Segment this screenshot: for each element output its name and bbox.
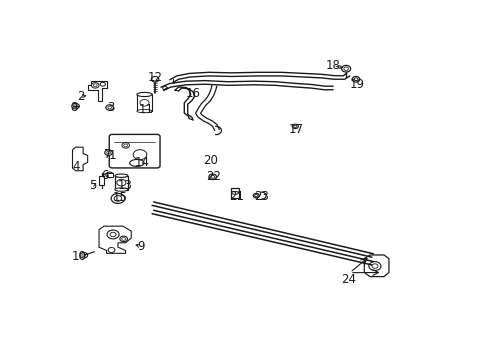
Circle shape <box>80 252 87 258</box>
Polygon shape <box>364 255 388 276</box>
Circle shape <box>93 84 97 87</box>
Circle shape <box>82 254 85 257</box>
Text: 11: 11 <box>139 103 154 116</box>
Bar <box>106 173 112 177</box>
Circle shape <box>110 232 116 237</box>
Text: 23: 23 <box>253 190 268 203</box>
Text: 7: 7 <box>103 148 111 161</box>
Circle shape <box>111 193 124 203</box>
Text: 15: 15 <box>112 192 127 204</box>
Circle shape <box>100 82 105 86</box>
Circle shape <box>163 86 167 90</box>
Text: 22: 22 <box>205 170 221 183</box>
FancyBboxPatch shape <box>109 134 160 168</box>
Circle shape <box>117 179 126 186</box>
Circle shape <box>351 76 359 82</box>
Circle shape <box>104 150 112 156</box>
Ellipse shape <box>137 109 152 113</box>
Circle shape <box>122 143 129 148</box>
Text: 9: 9 <box>137 240 144 253</box>
Circle shape <box>72 103 79 109</box>
Text: 12: 12 <box>147 71 163 84</box>
Bar <box>230 188 239 198</box>
Circle shape <box>371 264 377 268</box>
Text: 24: 24 <box>340 273 355 286</box>
Circle shape <box>151 76 159 82</box>
Circle shape <box>292 124 298 129</box>
Circle shape <box>107 106 111 109</box>
Circle shape <box>107 230 119 239</box>
Circle shape <box>120 236 127 242</box>
Text: 5: 5 <box>89 179 96 192</box>
Circle shape <box>123 144 127 147</box>
Circle shape <box>91 82 99 88</box>
Circle shape <box>133 150 146 159</box>
Text: 20: 20 <box>203 154 218 167</box>
Text: 3: 3 <box>106 101 114 114</box>
Text: 13: 13 <box>118 179 133 192</box>
Circle shape <box>208 174 216 180</box>
Ellipse shape <box>137 93 152 96</box>
Bar <box>115 176 127 190</box>
Circle shape <box>341 66 350 72</box>
Text: 8: 8 <box>70 101 77 114</box>
Circle shape <box>293 125 296 127</box>
Bar <box>99 176 104 185</box>
Text: 17: 17 <box>288 123 303 136</box>
Circle shape <box>140 99 149 106</box>
Circle shape <box>353 78 357 81</box>
Circle shape <box>210 175 214 178</box>
Ellipse shape <box>115 188 127 191</box>
Text: 6: 6 <box>101 169 108 182</box>
Polygon shape <box>99 226 131 253</box>
Polygon shape <box>137 94 152 111</box>
Ellipse shape <box>129 159 144 166</box>
Text: 10: 10 <box>71 249 86 262</box>
Text: 21: 21 <box>228 190 243 203</box>
Circle shape <box>368 262 380 270</box>
Ellipse shape <box>115 174 127 177</box>
Text: 19: 19 <box>349 78 364 91</box>
Circle shape <box>254 194 257 197</box>
Circle shape <box>253 193 259 198</box>
Circle shape <box>105 172 113 177</box>
Circle shape <box>343 67 347 70</box>
Text: 4: 4 <box>72 160 80 173</box>
Circle shape <box>108 247 115 252</box>
Polygon shape <box>88 81 106 102</box>
Circle shape <box>114 196 122 201</box>
Ellipse shape <box>231 192 238 194</box>
Text: 16: 16 <box>185 87 200 100</box>
Text: 18: 18 <box>325 59 340 72</box>
Circle shape <box>105 105 113 110</box>
Text: 1: 1 <box>108 149 116 162</box>
Circle shape <box>122 238 125 240</box>
Text: 14: 14 <box>135 157 150 170</box>
Polygon shape <box>72 147 87 171</box>
Text: 2: 2 <box>77 90 84 103</box>
Circle shape <box>106 151 110 154</box>
Circle shape <box>74 105 77 108</box>
